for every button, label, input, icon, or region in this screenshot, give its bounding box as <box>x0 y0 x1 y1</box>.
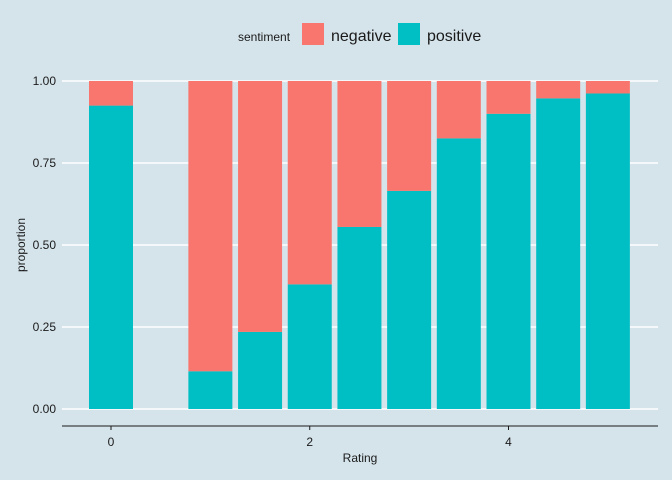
legend: sentiment negative positive <box>238 23 481 45</box>
bar-segment-negative <box>486 81 531 114</box>
y-axis: 0.00 0.25 0.50 0.75 1.00 <box>33 74 57 416</box>
bar-segment-positive <box>486 113 531 410</box>
bar-segment-negative <box>387 81 432 191</box>
bar-segment-positive <box>188 371 233 409</box>
y-tick-label: 0.75 <box>33 156 57 170</box>
bar-segment-negative <box>188 81 233 372</box>
bar-segment-positive <box>536 98 581 409</box>
bar-segment-negative <box>436 81 481 139</box>
bars <box>89 81 630 410</box>
legend-label-negative: negative <box>331 28 392 45</box>
bar-segment-negative <box>337 81 382 227</box>
bar-segment-negative <box>287 81 332 285</box>
legend-swatch-positive <box>398 23 420 45</box>
x-tick-label: 0 <box>108 435 115 449</box>
x-tick-label: 4 <box>505 435 512 449</box>
bar-segment-positive <box>585 93 630 410</box>
bar-segment-positive <box>287 284 332 409</box>
legend-label-positive: positive <box>427 28 481 45</box>
y-tick-label: 0.50 <box>33 238 57 252</box>
y-axis-title: proportion <box>14 218 28 272</box>
legend-title: sentiment <box>238 30 291 44</box>
bar-segment-negative <box>536 81 581 99</box>
x-axis-title: Rating <box>343 451 378 465</box>
legend-swatch-negative <box>302 23 324 45</box>
bar-segment-positive <box>436 138 481 409</box>
bar-segment-positive <box>238 331 283 409</box>
bar-segment-negative <box>585 81 630 94</box>
bar-segment-positive <box>337 226 382 409</box>
y-tick-label: 0.25 <box>33 320 57 334</box>
bar-segment-negative <box>238 81 283 332</box>
y-tick-label: 1.00 <box>33 74 57 88</box>
x-axis: 0 2 4 <box>108 426 512 449</box>
bar-segment-positive <box>387 190 432 409</box>
y-tick-label: 0.00 <box>33 402 57 416</box>
bar-segment-negative <box>89 81 133 106</box>
x-tick-label: 2 <box>306 435 313 449</box>
bar-segment-positive <box>89 105 133 409</box>
